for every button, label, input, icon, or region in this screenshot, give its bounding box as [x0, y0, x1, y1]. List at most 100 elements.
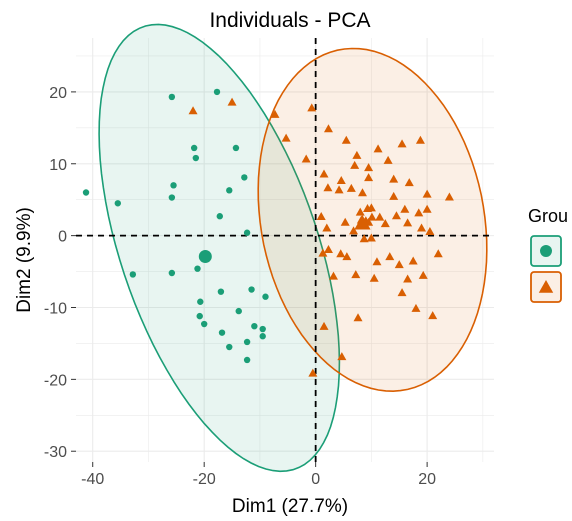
data-point [364, 163, 374, 172]
data-point [337, 352, 347, 361]
data-point [168, 93, 176, 101]
data-point [397, 139, 407, 148]
chart-title: Individuals - PCA [209, 9, 370, 32]
data-point [389, 191, 399, 200]
x-tick-label: 20 [418, 471, 436, 488]
data-point [364, 173, 374, 182]
data-point [346, 183, 356, 192]
data-point [200, 320, 208, 328]
data-point [349, 226, 359, 235]
data-point [367, 212, 377, 221]
data-point [319, 321, 329, 330]
data-point [259, 325, 266, 333]
data-point [414, 208, 424, 217]
data-point [351, 270, 361, 279]
data-point [323, 245, 333, 253]
data-point [243, 356, 251, 364]
y-tick-label: 20 [49, 85, 67, 102]
data-point [196, 312, 203, 320]
data-point [366, 203, 376, 212]
data-point [403, 218, 413, 227]
confidence-ellipses [98, 23, 488, 473]
data-point [373, 144, 383, 153]
data-point [355, 207, 365, 216]
data-point [243, 338, 251, 346]
reference-lines [76, 38, 494, 462]
data-point [308, 368, 318, 377]
data-point [391, 211, 401, 220]
data-point [444, 192, 454, 201]
data-point [342, 252, 352, 261]
y-tick-label: -30 [44, 444, 67, 461]
data-point [380, 219, 390, 228]
group-mean-marker [354, 215, 371, 230]
data-point [251, 322, 258, 330]
data-point [400, 204, 410, 213]
x-axis-label: Dim1 (27.7%) [232, 496, 348, 517]
data-point [319, 169, 329, 178]
data-point [353, 313, 363, 322]
data-point [216, 213, 223, 220]
data-point [168, 269, 176, 277]
data-point [357, 188, 367, 197]
data-point [417, 223, 427, 232]
data-point [82, 189, 90, 196]
legend: Grou [528, 206, 568, 303]
y-tick-label: -10 [44, 300, 67, 317]
legend-title: Grou [528, 206, 568, 226]
data-point [389, 174, 399, 183]
data-point [217, 288, 225, 295]
data-point [341, 135, 351, 144]
data-point [383, 155, 393, 164]
data-point [350, 160, 360, 169]
data-point [323, 124, 333, 133]
data-point [281, 133, 291, 142]
data-point [307, 103, 317, 112]
data-point [322, 223, 332, 232]
data-point [404, 178, 414, 187]
data-point [232, 144, 240, 152]
data-point [340, 217, 350, 226]
y-axis-label: Dim2 (9.9%) [14, 207, 35, 313]
legend-marker [538, 280, 554, 293]
data-point [218, 329, 226, 336]
x-tick-label: -40 [81, 471, 104, 488]
data-point [411, 303, 421, 312]
data-point [366, 233, 376, 242]
data-point [259, 333, 266, 340]
data-point [316, 211, 326, 220]
confidence-ellipse [98, 23, 341, 473]
data-point [301, 154, 311, 163]
y-tick-label: 10 [49, 157, 67, 174]
data-point [243, 229, 251, 236]
data-point [418, 270, 428, 279]
data-point [170, 182, 177, 189]
data-point [129, 271, 137, 278]
data-point [188, 106, 198, 115]
x-tick-label: -20 [193, 471, 216, 488]
data-point [318, 248, 328, 257]
data-point [192, 154, 200, 162]
data-point [197, 298, 204, 305]
data-point [422, 189, 432, 198]
data-point [394, 260, 404, 269]
data-point [352, 150, 362, 159]
data-point [372, 257, 382, 266]
data-point [235, 307, 242, 315]
data-point [328, 271, 338, 280]
data-point [270, 109, 280, 118]
group-mean-marker [198, 249, 212, 263]
data-point [168, 194, 176, 201]
data-point [385, 252, 395, 261]
data-point [248, 286, 255, 293]
data-point [334, 185, 344, 194]
data-point [194, 265, 201, 272]
data-point [397, 288, 407, 297]
data-point [114, 200, 122, 207]
data-point [241, 174, 248, 181]
data-point [408, 256, 418, 265]
data-point [425, 227, 435, 236]
y-tick-label: -20 [44, 372, 67, 389]
data-point [336, 176, 346, 185]
